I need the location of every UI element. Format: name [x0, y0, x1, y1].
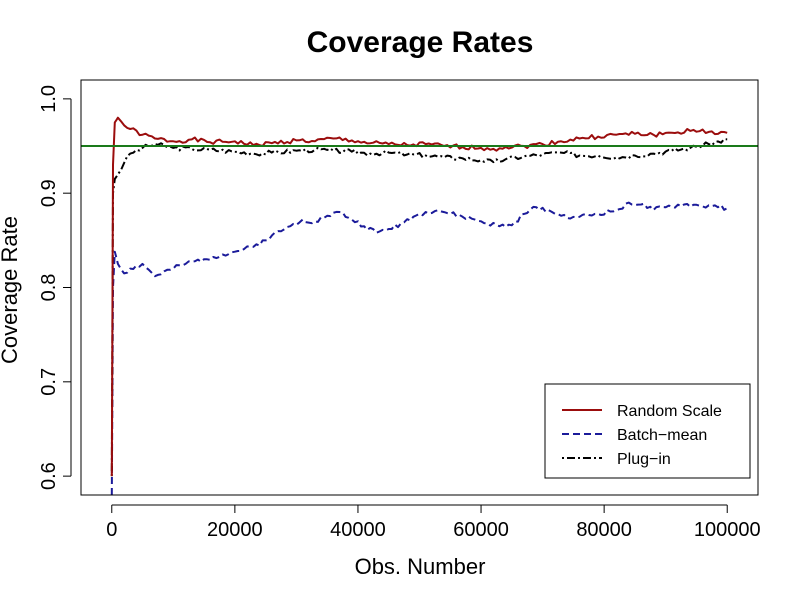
chart-title: Coverage Rates	[307, 26, 534, 59]
legend-box	[544, 383, 751, 479]
x-tick-label: 60000	[453, 519, 509, 541]
series-line-1	[110, 201, 728, 495]
series-line-0	[110, 116, 728, 477]
x-tick-label: 100000	[694, 519, 761, 541]
y-tick-label: 1.0	[38, 85, 60, 113]
x-axis: 0 20000 40000 60000 80000 100000	[106, 504, 761, 541]
y-tick-label: 0.9	[38, 179, 60, 207]
y-tick-label: 0.8	[38, 274, 60, 302]
legend-label-1: Batch−mean	[617, 427, 707, 444]
y-tick-label: 0.7	[38, 368, 60, 396]
legend: Random Scale Batch−mean Plug−in	[544, 383, 751, 479]
y-axis: 0.6 0.7 0.8 0.9 1.0	[38, 85, 72, 490]
y-axis-label: Coverage Rate	[0, 216, 22, 364]
x-axis-label: Obs. Number	[355, 554, 486, 579]
plot-area-border	[80, 79, 759, 496]
legend-label-0: Random Scale	[617, 403, 722, 420]
y-tick-label: 0.6	[38, 462, 60, 490]
x-tick-label: 80000	[576, 519, 632, 541]
x-tick-label: 20000	[207, 519, 263, 541]
x-tick-label: 40000	[330, 519, 386, 541]
series-layer	[110, 116, 728, 495]
series-line-2	[110, 138, 728, 477]
legend-label-2: Plug−in	[617, 451, 671, 468]
x-tick-label: 0	[106, 519, 117, 541]
